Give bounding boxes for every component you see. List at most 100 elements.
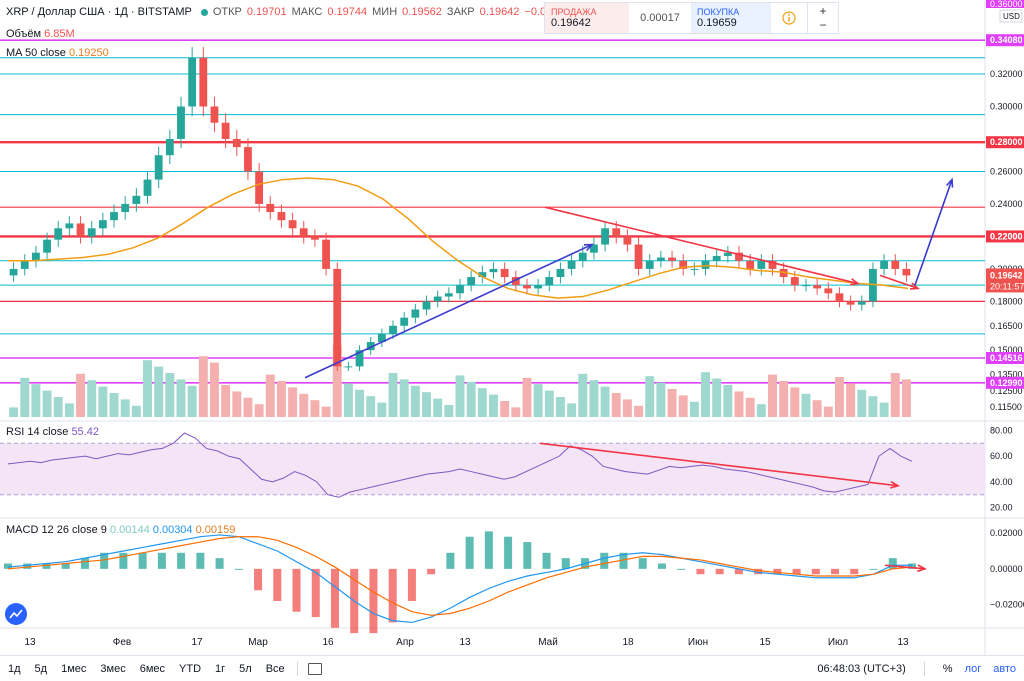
volume-bar [410, 385, 420, 417]
volume-legend[interactable]: Объём 6.85M [6, 28, 75, 40]
auto-toggle[interactable]: авто [993, 662, 1016, 675]
volume-bar [723, 385, 733, 417]
candle-body [143, 179, 152, 196]
volume-bar [466, 381, 476, 417]
x-tick-label: 13 [24, 637, 36, 648]
rsi-legend[interactable]: RSI 14 close 55.42 [6, 426, 99, 438]
volume-bar [756, 404, 766, 417]
calendar-icon[interactable] [307, 662, 322, 675]
volume-bar [846, 383, 856, 417]
x-tick-label: Апр [396, 637, 414, 648]
candle-body [612, 228, 621, 237]
symbol-title[interactable]: XRP / Доллар США · 1Д · BITSTAMP [6, 6, 192, 18]
last-price-label: 0.19642 [990, 270, 1023, 280]
macd-histogram-bar [446, 552, 455, 569]
candle-body [757, 260, 766, 269]
macd-histogram-bar [330, 568, 339, 628]
volume-bar [500, 401, 510, 417]
macd-histogram-bar [888, 558, 897, 569]
macd-histogram-bar [138, 552, 147, 569]
macd-histogram-bar [792, 568, 801, 575]
volume-bar [433, 398, 443, 417]
candle-body [634, 244, 643, 269]
buy-button[interactable]: ПОКУПКА 0.19659 [691, 3, 771, 33]
log-toggle[interactable]: лог [964, 662, 982, 675]
percent-toggle[interactable]: % [942, 662, 953, 675]
candle-body [489, 268, 498, 273]
candle-body [456, 285, 464, 294]
candle-body [534, 285, 543, 289]
timeframe-button[interactable]: 3мес [100, 662, 126, 675]
clock-time[interactable]: 06:48:03 (UTC+3) [817, 662, 906, 675]
candle-body [288, 220, 297, 229]
level-tag-label: 0.14516 [990, 353, 1023, 363]
volume-bar [98, 386, 108, 417]
rsi-tick-label: 20.00 [990, 503, 1013, 513]
level-tag-label: 0.28000 [990, 137, 1023, 147]
timeframe-button[interactable]: 1г [215, 662, 226, 675]
zoom-in-icon[interactable]: + [819, 4, 827, 18]
candle-body [355, 350, 364, 367]
volume-bar [355, 389, 365, 417]
macd-tick-label: 0.02000 [990, 528, 1023, 538]
candle-body [199, 57, 208, 107]
candle-body [9, 268, 18, 276]
x-tick-label: 18 [622, 637, 634, 648]
macd-histogram-bar [177, 552, 186, 569]
volume-bar [422, 392, 431, 417]
macd-histogram-bar [427, 568, 436, 575]
candle-body [177, 106, 185, 139]
macd-histogram-bar [811, 568, 820, 575]
info-icon[interactable] [771, 3, 807, 33]
volume-bar [444, 405, 454, 417]
x-tick-label: 16 [322, 637, 334, 648]
volume-bar [600, 386, 610, 417]
timeframe-button[interactable]: YTD [179, 662, 202, 675]
volume-bar [779, 381, 789, 417]
candle-body [623, 236, 632, 245]
macd-histogram-bar [542, 552, 551, 569]
toolbar-divider [923, 661, 925, 676]
macd-histogram-bar [734, 568, 743, 575]
timeframe-button[interactable]: 5д [34, 662, 48, 675]
volume-bar [656, 382, 666, 417]
zoom-out-icon[interactable]: − [819, 18, 827, 32]
timeframe-button[interactable]: 6мес [139, 662, 166, 675]
timeframe-button[interactable]: 1мес [61, 662, 87, 675]
sell-label: ПРОДАЖА [551, 7, 597, 17]
candle-body [277, 212, 286, 221]
market-status-icon [200, 8, 208, 16]
candle-body [43, 239, 51, 253]
ma-legend[interactable]: MA 50 close 0.19250 [6, 47, 109, 59]
rsi-tick-label: 80.00 [990, 425, 1013, 435]
candle-body [891, 260, 900, 269]
trade-panel: ПРОДАЖА 0.19642 0.00017 ПОКУПКА 0.19659 … [544, 2, 839, 34]
volume-bar [533, 384, 543, 417]
sell-button[interactable]: ПРОДАЖА 0.19642 [545, 3, 629, 33]
volume-bar [399, 379, 409, 417]
macd-histogram-bar [100, 552, 109, 569]
spread-value: 0.00017 [640, 12, 680, 24]
timeframe-button[interactable]: 5л [239, 662, 252, 675]
candle-body [210, 106, 219, 123]
timeframe-button[interactable]: 1д [8, 662, 21, 675]
tradingview-logo-icon[interactable] [5, 603, 27, 625]
timeframe-button[interactable]: Все [265, 662, 285, 675]
candle-body [601, 228, 609, 245]
macd-histogram-bar [388, 568, 397, 623]
volume-bar [20, 377, 30, 417]
macd-histogram-bar [619, 552, 628, 569]
candle-body [255, 171, 264, 204]
candle-body [467, 277, 476, 286]
candle-body [712, 255, 721, 261]
ma-label: MA 50 close [6, 47, 66, 59]
volume-bar [477, 388, 487, 417]
macd-line [7, 534, 912, 624]
macd-value-2: 0.00304 [152, 524, 193, 536]
price-tick-label: 0.30000 [990, 101, 1023, 111]
candle-body [679, 260, 688, 269]
macd-legend[interactable]: MACD 12 26 close 9 0.00144 0.00304 0.001… [6, 524, 235, 536]
volume-bar [712, 378, 722, 417]
candle-body [389, 325, 397, 334]
